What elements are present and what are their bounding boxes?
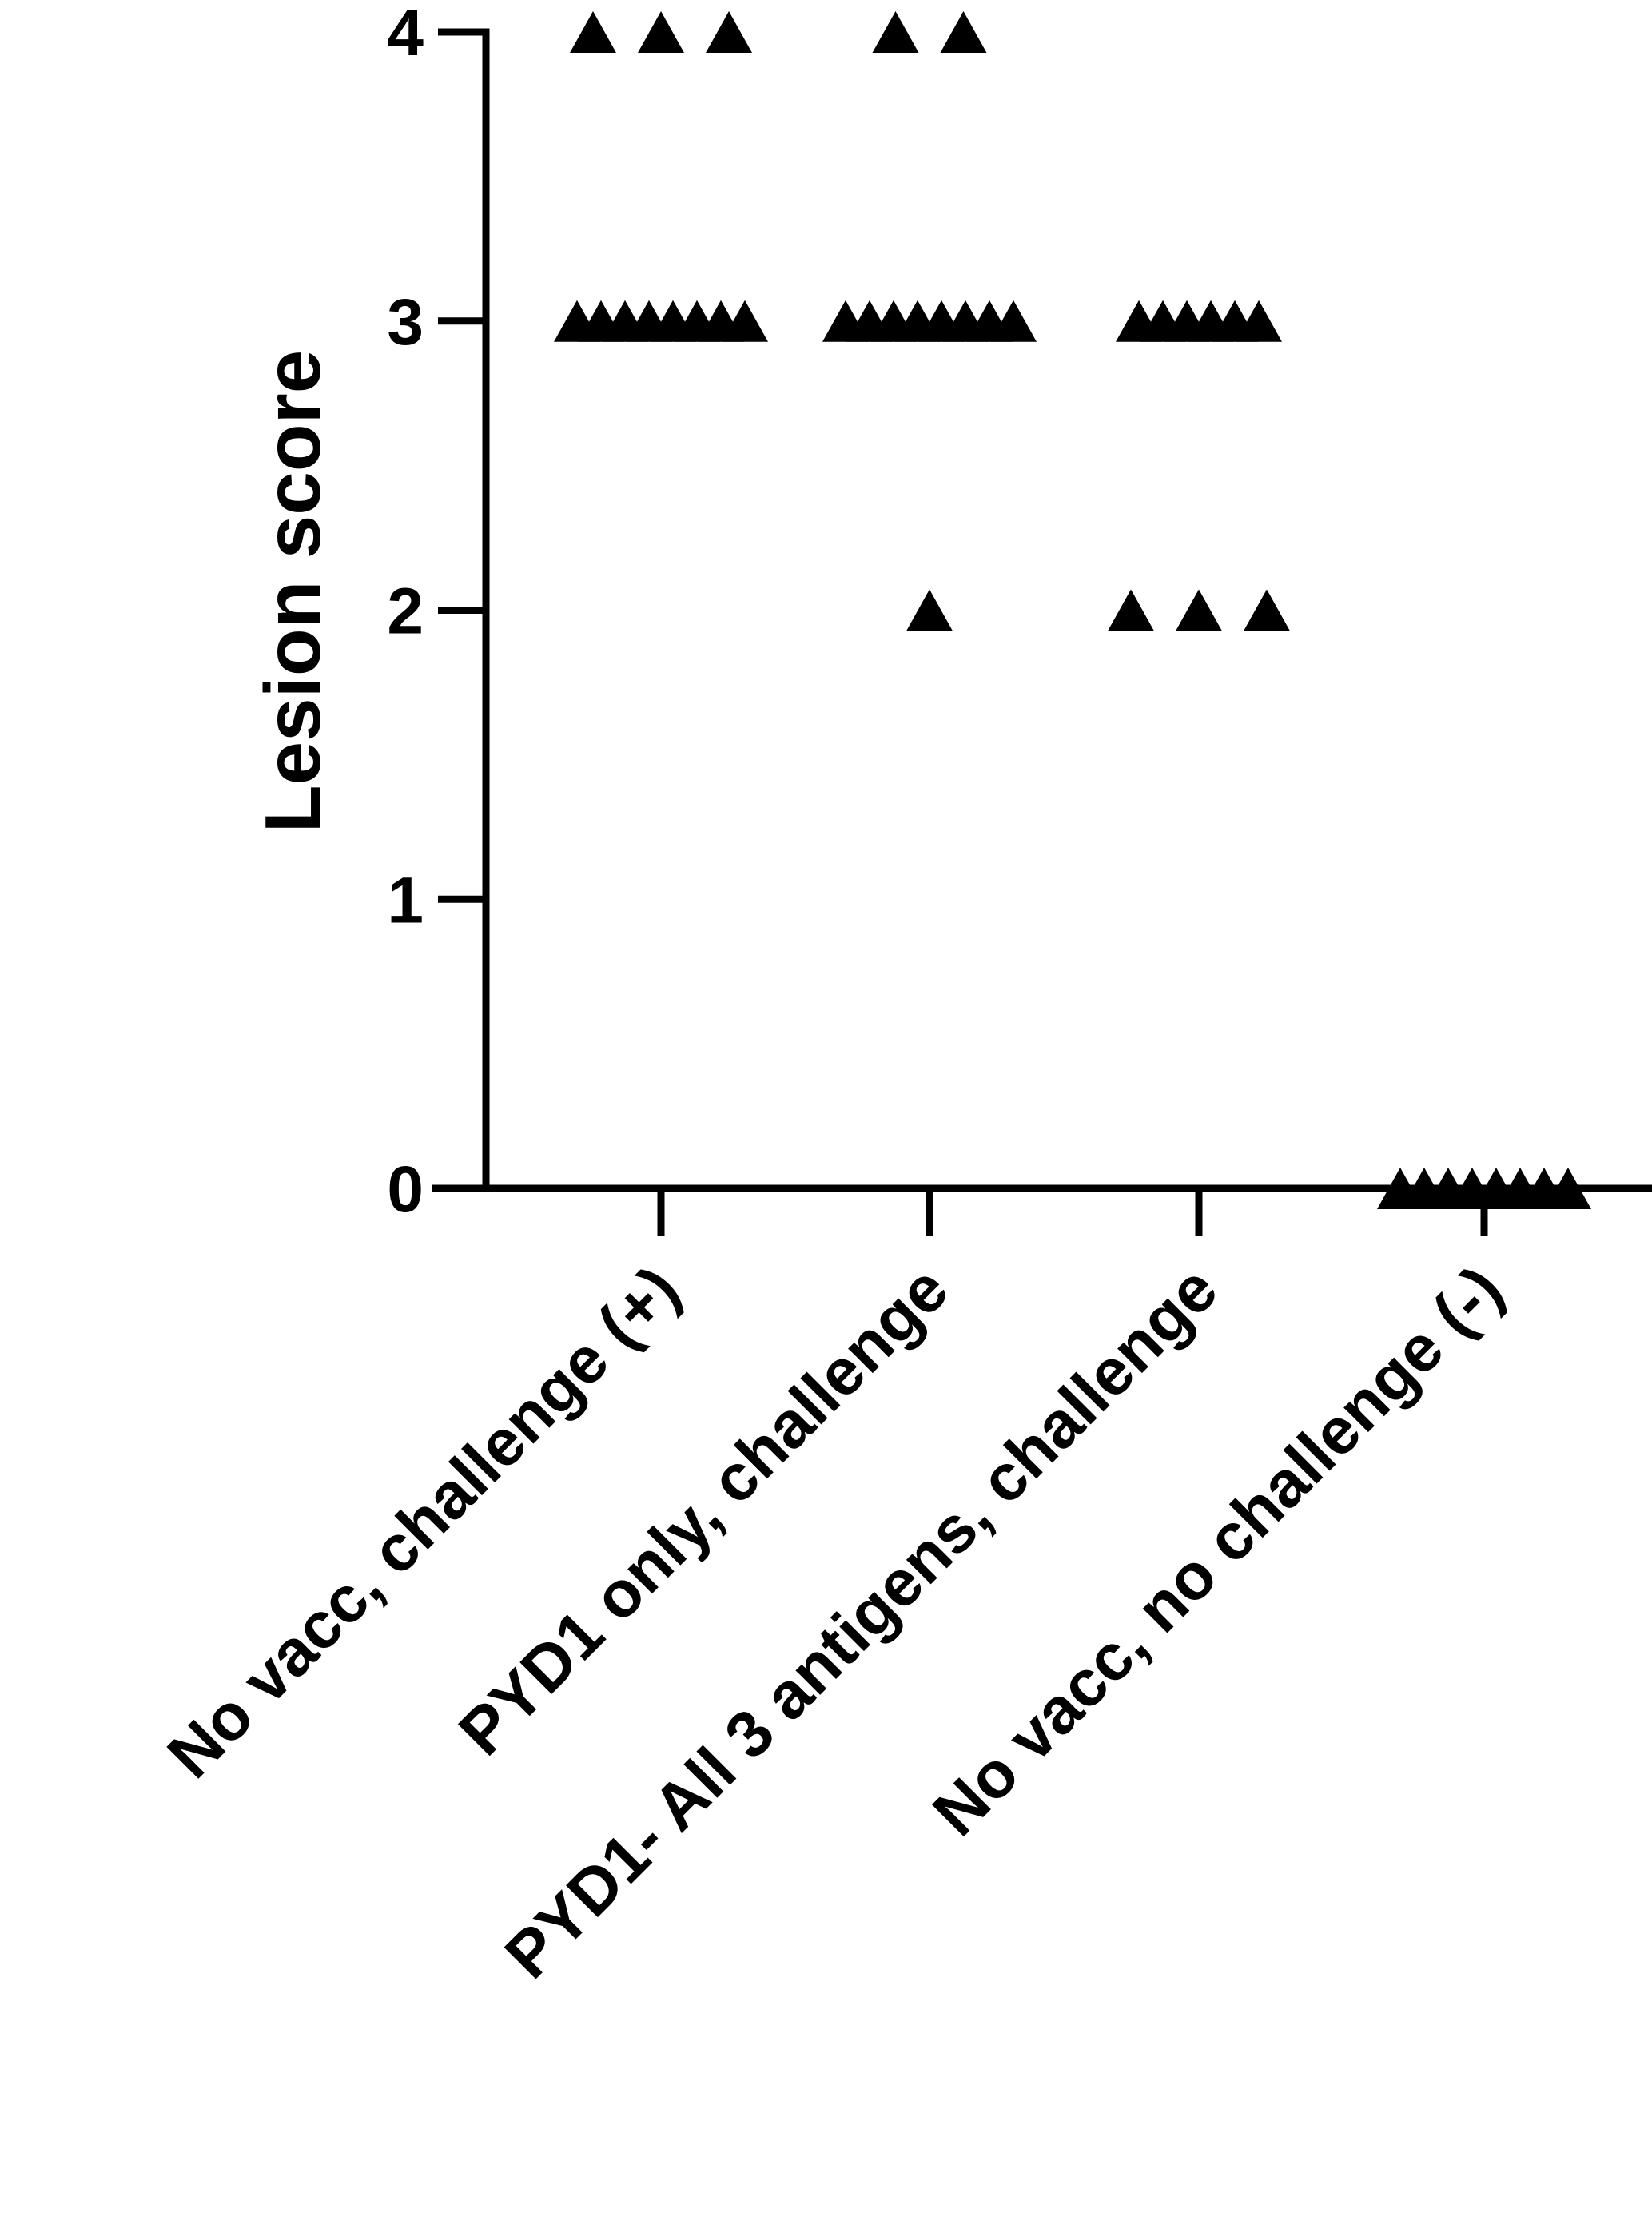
data-point-triangle bbox=[570, 11, 616, 53]
y-tick-label: 1 bbox=[387, 864, 424, 937]
y-ticks: 0 1 2 3 4 bbox=[387, 0, 486, 1226]
axes bbox=[432, 28, 1652, 1192]
x-tick-label: PYD1 only, challenge bbox=[445, 1252, 962, 1769]
data-point-triangle bbox=[1176, 589, 1222, 631]
y-tick-label: 2 bbox=[387, 575, 424, 648]
data-point-triangle bbox=[1236, 300, 1282, 342]
data-point-triangle bbox=[1545, 1168, 1591, 1209]
data-points bbox=[554, 11, 1591, 1209]
data-point-triangle bbox=[940, 11, 987, 53]
data-point-triangle bbox=[722, 300, 768, 342]
data-point-triangle bbox=[1108, 589, 1154, 631]
x-tick-label: No vacc, no challenge (-) bbox=[919, 1252, 1516, 1849]
x-tick-label: No vacc, challenge (+) bbox=[154, 1252, 694, 1792]
y-tick-label: 4 bbox=[387, 0, 424, 70]
data-point-triangle bbox=[990, 300, 1037, 342]
data-point-triangle bbox=[638, 11, 684, 53]
data-point-triangle bbox=[872, 11, 919, 53]
data-point-triangle bbox=[906, 589, 953, 631]
y-axis-title: Lesion score bbox=[249, 350, 336, 834]
data-point-triangle bbox=[706, 11, 752, 53]
y-tick-label: 3 bbox=[387, 286, 424, 359]
data-point-triangle bbox=[1244, 589, 1290, 631]
x-ticks: No vacc, challenge (+)PYD1 only, challen… bbox=[154, 1188, 1517, 1992]
y-tick-label: 0 bbox=[387, 1153, 424, 1226]
